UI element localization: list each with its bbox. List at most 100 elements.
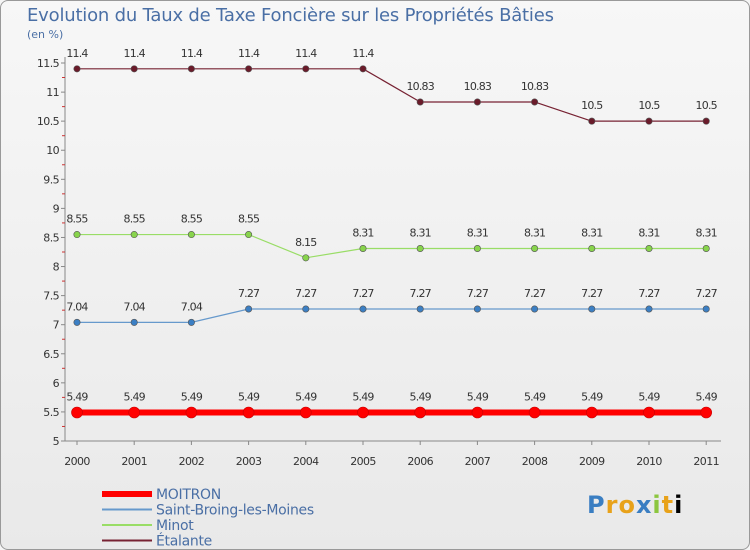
data-label: 8.31	[696, 227, 717, 240]
legend-label: MOITRON	[156, 487, 221, 503]
y-tick-label: 5.5	[43, 406, 59, 419]
data-label: 5.49	[524, 391, 546, 404]
data-point	[187, 318, 195, 326]
data-point	[473, 305, 481, 313]
data-point	[359, 305, 367, 313]
data-label: 8.31	[410, 227, 431, 240]
legend-item: MOITRON	[102, 487, 221, 503]
data-label: 5.49	[696, 391, 718, 404]
y-tick-label: 9.5	[43, 173, 59, 186]
series-line	[77, 308, 707, 323]
data-point	[73, 231, 81, 239]
x-tick-label: 2005	[350, 455, 376, 468]
data-point	[645, 245, 653, 253]
data-label: 7.27	[638, 287, 660, 300]
data-point	[473, 245, 481, 253]
data-label: 7.27	[696, 287, 718, 300]
y-tick-label: 11	[46, 86, 59, 99]
data-label: 8.55	[66, 213, 88, 226]
series-layer: 11.4 11.4 11.4 11.4 11.4 11.4 10.83 10.83 10.83 1…	[66, 47, 718, 419]
data-label: 5.49	[66, 391, 88, 404]
y-tick-label: 6.5	[43, 348, 59, 361]
data-label: 7.27	[238, 287, 260, 300]
x-tick-label: 2008	[522, 455, 548, 468]
data-point	[187, 231, 195, 239]
data-label: 11.4	[181, 47, 203, 60]
data-point	[302, 254, 310, 262]
legend: MOITRONSaint-Broing-les-MoinesMinotÉtala…	[102, 487, 314, 549]
data-label: 7.27	[410, 287, 432, 300]
data-label: 10.5	[638, 99, 660, 112]
series-line	[77, 233, 707, 259]
data-point	[302, 65, 310, 73]
data-point	[359, 245, 367, 253]
data-label: 7.27	[352, 287, 374, 300]
series-minot: 8.55 8.55 8.55 8.55 8.15 8.31 8.31 8.31 8.31 8.31…	[66, 213, 718, 262]
x-tick-label: 2011	[693, 455, 719, 468]
x-tick-label: 2002	[179, 455, 205, 468]
logo-letter: x	[635, 491, 653, 519]
logo-letter: r	[605, 491, 619, 519]
data-point	[416, 305, 424, 313]
data-point	[299, 406, 312, 419]
legend-label: Saint-Broing-les-Moines	[156, 503, 314, 519]
data-point	[359, 65, 367, 73]
logo-letter: t	[661, 491, 675, 519]
data-point	[645, 117, 653, 125]
series-line	[77, 68, 707, 122]
data-point	[242, 406, 255, 419]
data-label: 5.49	[238, 391, 260, 404]
data-label: 5.49	[467, 391, 489, 404]
y-tick-label: 8	[53, 261, 60, 274]
data-label: 8.31	[467, 227, 488, 240]
y-tick-label: 9	[53, 202, 60, 215]
data-point	[585, 406, 598, 419]
data-label: 8.31	[352, 227, 373, 240]
legend-item: Minot	[102, 518, 195, 534]
data-label: 11.4	[124, 47, 146, 60]
logo-letter: i	[652, 491, 662, 519]
data-point	[73, 318, 81, 326]
data-point	[588, 245, 596, 253]
data-point	[473, 98, 481, 106]
data-label: 8.15	[295, 236, 317, 249]
data-label: 8.31	[581, 227, 602, 240]
x-tick-label: 2003	[236, 455, 262, 468]
data-label: 7.04	[181, 300, 203, 313]
data-label: 5.49	[124, 391, 146, 404]
data-point	[245, 305, 253, 313]
data-point	[416, 98, 424, 106]
data-point	[531, 305, 539, 313]
data-point	[245, 65, 253, 73]
data-point	[128, 406, 140, 419]
logo-letter: i	[674, 491, 684, 519]
y-tick-label: 7.5	[43, 290, 59, 303]
x-tick-label: 2000	[64, 455, 90, 468]
data-label: 7.04	[66, 300, 88, 313]
axes: 5 5.5 6 6.5 7 7.5 8 8.5 9 9.5 10 10.5 11 11.5 2000 2001…	[37, 57, 721, 468]
data-point	[71, 406, 83, 419]
data-point	[588, 117, 596, 125]
x-tick-label: 2007	[465, 455, 491, 468]
data-point	[414, 406, 427, 419]
legend-label: Minot	[156, 518, 194, 534]
data-label: 5.49	[410, 391, 432, 404]
x-tick-label: 2009	[579, 455, 605, 468]
data-label: 8.55	[124, 213, 146, 226]
data-point	[416, 245, 424, 253]
data-label: 8.31	[524, 227, 545, 240]
data-label: 10.83	[464, 80, 492, 93]
data-label: 5.49	[581, 391, 603, 404]
data-point	[528, 406, 541, 419]
legend-item: Étalante	[102, 533, 212, 549]
series-saint-broing-les-moines: 7.04 7.04 7.04 7.27 7.27 7.27 7.27 7.27 7.27 7.27…	[66, 287, 718, 326]
chart-title: Evolution du Taux de Taxe Foncière sur l…	[27, 5, 554, 26]
data-label: 5.49	[295, 391, 317, 404]
data-point	[643, 406, 655, 419]
data-label: 8.31	[638, 227, 659, 240]
data-label: 8.55	[238, 213, 260, 226]
y-tick-label: 8.5	[43, 231, 59, 244]
data-point	[187, 65, 195, 73]
data-point	[645, 305, 653, 313]
